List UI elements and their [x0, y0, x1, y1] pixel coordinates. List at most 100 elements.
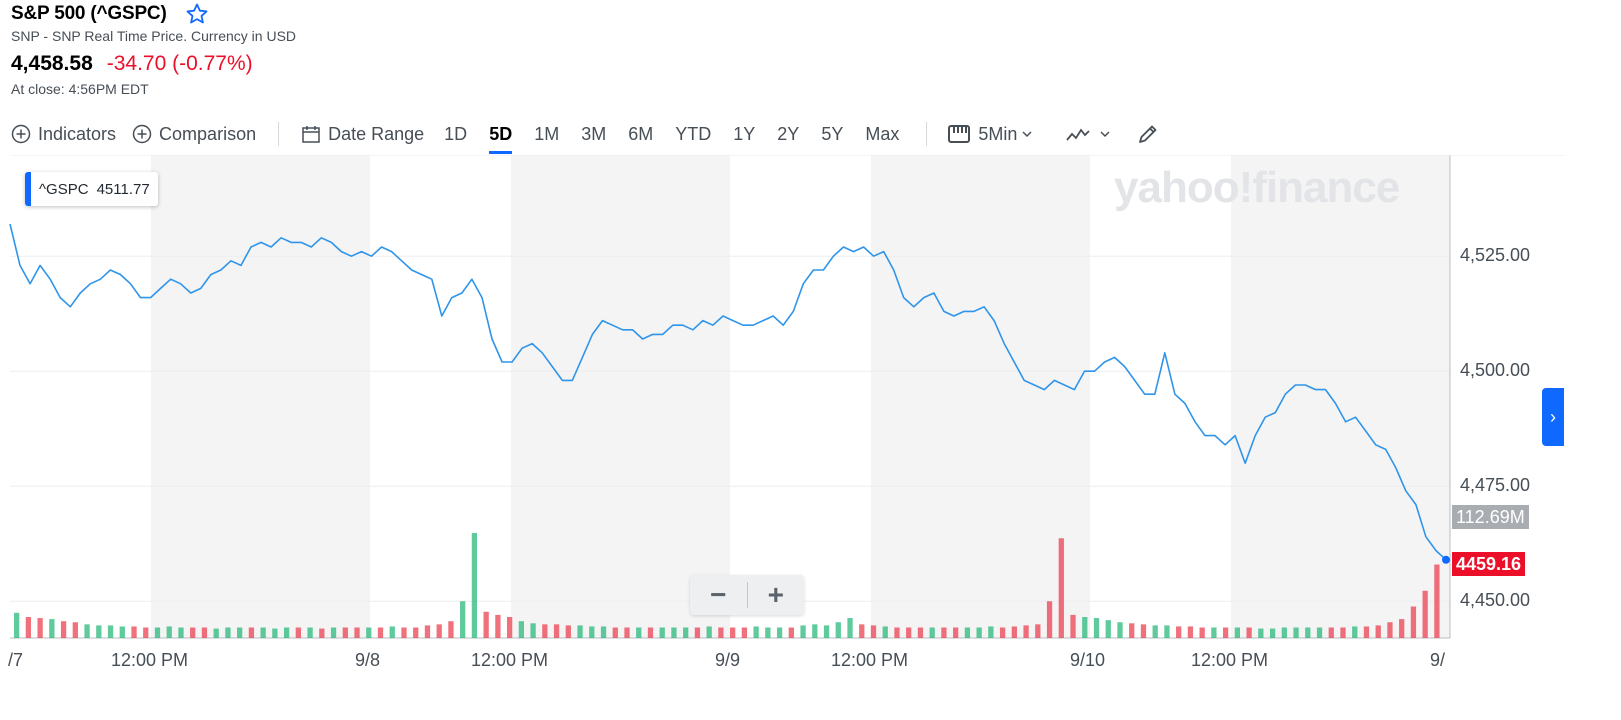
chevron-right-icon[interactable]: › [1542, 388, 1564, 446]
date-range-button[interactable]: Date Range [301, 124, 424, 145]
volume-bar [1363, 626, 1370, 638]
volume-bar [295, 627, 301, 638]
volume-bar [565, 625, 571, 638]
volume-bar [1011, 626, 1017, 638]
range-1m[interactable]: 1M [534, 123, 560, 144]
volume-bar [483, 611, 489, 638]
star-icon[interactable] [185, 2, 209, 26]
candle-interval-icon [948, 125, 971, 143]
calendar-icon [302, 126, 320, 143]
volume-label: 112.69M [1452, 505, 1529, 529]
volume-bar [976, 627, 982, 638]
volume-bar [60, 621, 67, 638]
x-tick-label: 12:00 PM [471, 650, 549, 670]
volume-bar [730, 627, 736, 638]
pencil-icon [1139, 125, 1157, 143]
y-tick-label: 4,525.00 [1460, 245, 1531, 266]
volume-bar [964, 627, 971, 638]
volume-bar [1293, 627, 1299, 638]
volume-bar [659, 627, 665, 638]
volume-bar [166, 626, 172, 638]
volume-bar [1305, 627, 1311, 638]
volume-bar [1281, 627, 1287, 638]
volume-bar [1246, 627, 1252, 638]
volume-bar [577, 625, 583, 638]
volume-bar [518, 621, 525, 638]
volume-bar [553, 624, 560, 638]
chart-type-dropdown[interactable] [1066, 124, 1118, 144]
price-chart[interactable] [0, 155, 1621, 720]
volume-bar [413, 627, 419, 638]
volume-bar [1187, 626, 1194, 638]
indicators-button[interactable]: Indicators [11, 124, 116, 145]
volume-bar [107, 625, 114, 638]
volume-bar [119, 626, 125, 638]
x-tick-label: 9/10 [1070, 650, 1106, 670]
price-row: 4,458.58 -34.70 (-0.77%) [11, 52, 253, 76]
volume-bar [917, 627, 924, 638]
range-3m[interactable]: 3M [581, 123, 607, 144]
range-1y[interactable]: 1Y [733, 123, 756, 144]
volume-bar [753, 626, 759, 638]
volume-bar [741, 627, 748, 638]
x-tick-label: /7 [8, 650, 24, 670]
volume-bar [1105, 620, 1111, 638]
volume-bar [154, 627, 161, 638]
volume-bar [25, 617, 32, 638]
range-max[interactable]: Max [865, 123, 900, 144]
zoom-out-button[interactable]: − [710, 579, 727, 610]
volume-bar [506, 617, 513, 638]
quote-header: S&P 500 (^GSPC) [11, 2, 209, 26]
comparison-button[interactable]: Comparison [132, 124, 256, 145]
price-tooltip: ^GSPC 4511.77 [25, 172, 158, 206]
toolbar-divider [278, 122, 280, 146]
volume-bar [706, 626, 712, 638]
volume-bar [1328, 627, 1334, 638]
volume-bar [612, 627, 618, 638]
volume-bar [906, 627, 912, 638]
volume-bar [800, 625, 806, 638]
volume-bar [201, 627, 208, 638]
zoom-controls: − + [690, 575, 804, 615]
price-line [9, 223, 1447, 561]
y-tick-label: 4,450.00 [1460, 590, 1531, 611]
shaded-hours-band [871, 155, 1090, 638]
volume-bar [1117, 622, 1123, 638]
volume-bar [424, 625, 431, 638]
interval-dropdown[interactable]: 5Min [947, 123, 1040, 145]
volume-bar [237, 627, 243, 638]
volume-bar [1176, 626, 1182, 638]
range-1d[interactable]: 1D [444, 123, 468, 144]
range-5y[interactable]: 5Y [821, 123, 844, 144]
volume-bar [272, 628, 278, 638]
chart-area[interactable] [0, 155, 1621, 720]
volume-bar [847, 618, 853, 638]
volume-bar [342, 627, 348, 638]
volume-bar [894, 627, 900, 638]
y-tick-label: 4,475.00 [1460, 475, 1531, 496]
volume-bar [929, 627, 935, 638]
volume-bar [1234, 627, 1241, 638]
volume-bar [389, 626, 395, 638]
range-ytd[interactable]: YTD [675, 123, 712, 144]
range-selector: 1D 5D 1M 3M 6M YTD 1Y 2Y 5Y Max [433, 123, 910, 154]
last-price-dot [1442, 555, 1450, 564]
x-tick-label: 12:00 PM [111, 650, 189, 670]
volume-bar [1269, 628, 1276, 638]
volume-bar [1093, 618, 1100, 638]
range-2y[interactable]: 2Y [777, 123, 800, 144]
shaded-hours-band [1231, 155, 1450, 638]
x-tick-label: 12:00 PM [1191, 650, 1269, 670]
zoom-in-button[interactable]: + [767, 579, 784, 610]
quote-price: 4,458.58 [11, 52, 93, 75]
draw-button[interactable] [1136, 122, 1167, 146]
range-5d[interactable]: 5D [489, 123, 513, 154]
chevron-down-icon [1100, 131, 1110, 138]
volume-bar [225, 627, 231, 638]
x-tick-label: 9/9 [715, 650, 741, 670]
volume-bar [1211, 627, 1217, 638]
volume-bar [14, 612, 20, 638]
volume-bar [1082, 617, 1088, 638]
chevron-down-icon [1022, 131, 1032, 138]
range-6m[interactable]: 6M [628, 123, 654, 144]
